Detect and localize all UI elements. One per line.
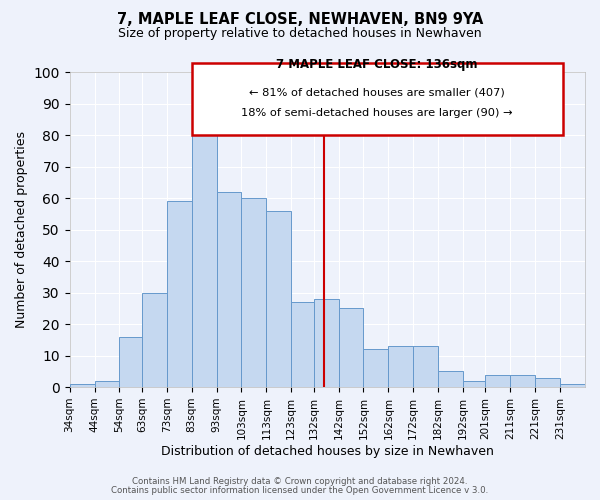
Bar xyxy=(266,211,291,387)
Bar xyxy=(167,202,191,387)
Bar xyxy=(70,384,95,387)
Bar xyxy=(217,192,241,387)
Bar xyxy=(463,381,485,387)
Bar xyxy=(338,308,364,387)
Bar xyxy=(364,350,388,387)
Bar xyxy=(560,384,585,387)
X-axis label: Distribution of detached houses by size in Newhaven: Distribution of detached houses by size … xyxy=(161,444,494,458)
Bar xyxy=(119,336,142,387)
Bar xyxy=(535,378,560,387)
Bar xyxy=(511,374,535,387)
Text: 7 MAPLE LEAF CLOSE: 136sqm: 7 MAPLE LEAF CLOSE: 136sqm xyxy=(277,58,478,71)
Bar xyxy=(95,381,119,387)
Bar xyxy=(438,372,463,387)
Text: 7, MAPLE LEAF CLOSE, NEWHAVEN, BN9 9YA: 7, MAPLE LEAF CLOSE, NEWHAVEN, BN9 9YA xyxy=(117,12,483,28)
Text: ← 81% of detached houses are smaller (407): ← 81% of detached houses are smaller (40… xyxy=(249,88,505,98)
Text: Contains public sector information licensed under the Open Government Licence v : Contains public sector information licen… xyxy=(112,486,488,495)
Bar xyxy=(388,346,413,387)
FancyBboxPatch shape xyxy=(191,63,563,136)
Bar xyxy=(413,346,438,387)
Text: Size of property relative to detached houses in Newhaven: Size of property relative to detached ho… xyxy=(118,28,482,40)
Bar xyxy=(485,374,511,387)
Text: 18% of semi-detached houses are larger (90) →: 18% of semi-detached houses are larger (… xyxy=(241,108,513,118)
Bar xyxy=(291,302,314,387)
Bar xyxy=(142,292,167,387)
Bar xyxy=(241,198,266,387)
Bar xyxy=(314,299,338,387)
Text: Contains HM Land Registry data © Crown copyright and database right 2024.: Contains HM Land Registry data © Crown c… xyxy=(132,477,468,486)
Bar xyxy=(191,132,217,387)
Y-axis label: Number of detached properties: Number of detached properties xyxy=(15,132,28,328)
